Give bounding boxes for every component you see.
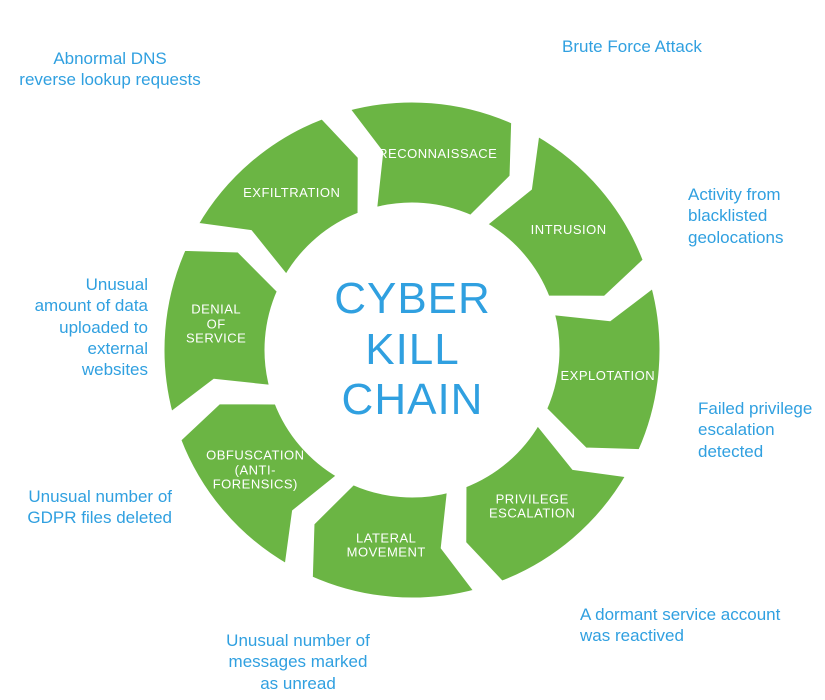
ring-segment: [162, 248, 280, 414]
ring-segment: [310, 482, 476, 600]
annotation: Unusual number ofGDPR files deleted: [12, 486, 172, 529]
title-line: CYBER: [334, 274, 491, 325]
ring-segment: [544, 285, 662, 451]
annotation: A dormant service accountwas reactived: [580, 604, 810, 647]
annotation: Unusualamount of datauploaded toexternal…: [18, 274, 148, 380]
annotation: Unusual number ofmessages markedas unrea…: [198, 630, 398, 694]
annotation: Brute Force Attack: [562, 36, 782, 57]
center-title: CYBERKILLCHAIN: [334, 274, 491, 426]
title-line: CHAIN: [334, 375, 491, 426]
annotation: Abnormal DNSreverse lookup requests: [0, 48, 220, 91]
ring-segment: [347, 100, 513, 218]
annotation: Activity fromblacklistedgeolocations: [688, 184, 825, 248]
title-line: KILL: [334, 325, 491, 376]
annotation: Failed privilegeescalationdetected: [698, 398, 825, 462]
cyber-kill-chain-diagram: CYBERKILLCHAIN RECONNAISSACEINTRUSIONEXP…: [0, 0, 825, 700]
